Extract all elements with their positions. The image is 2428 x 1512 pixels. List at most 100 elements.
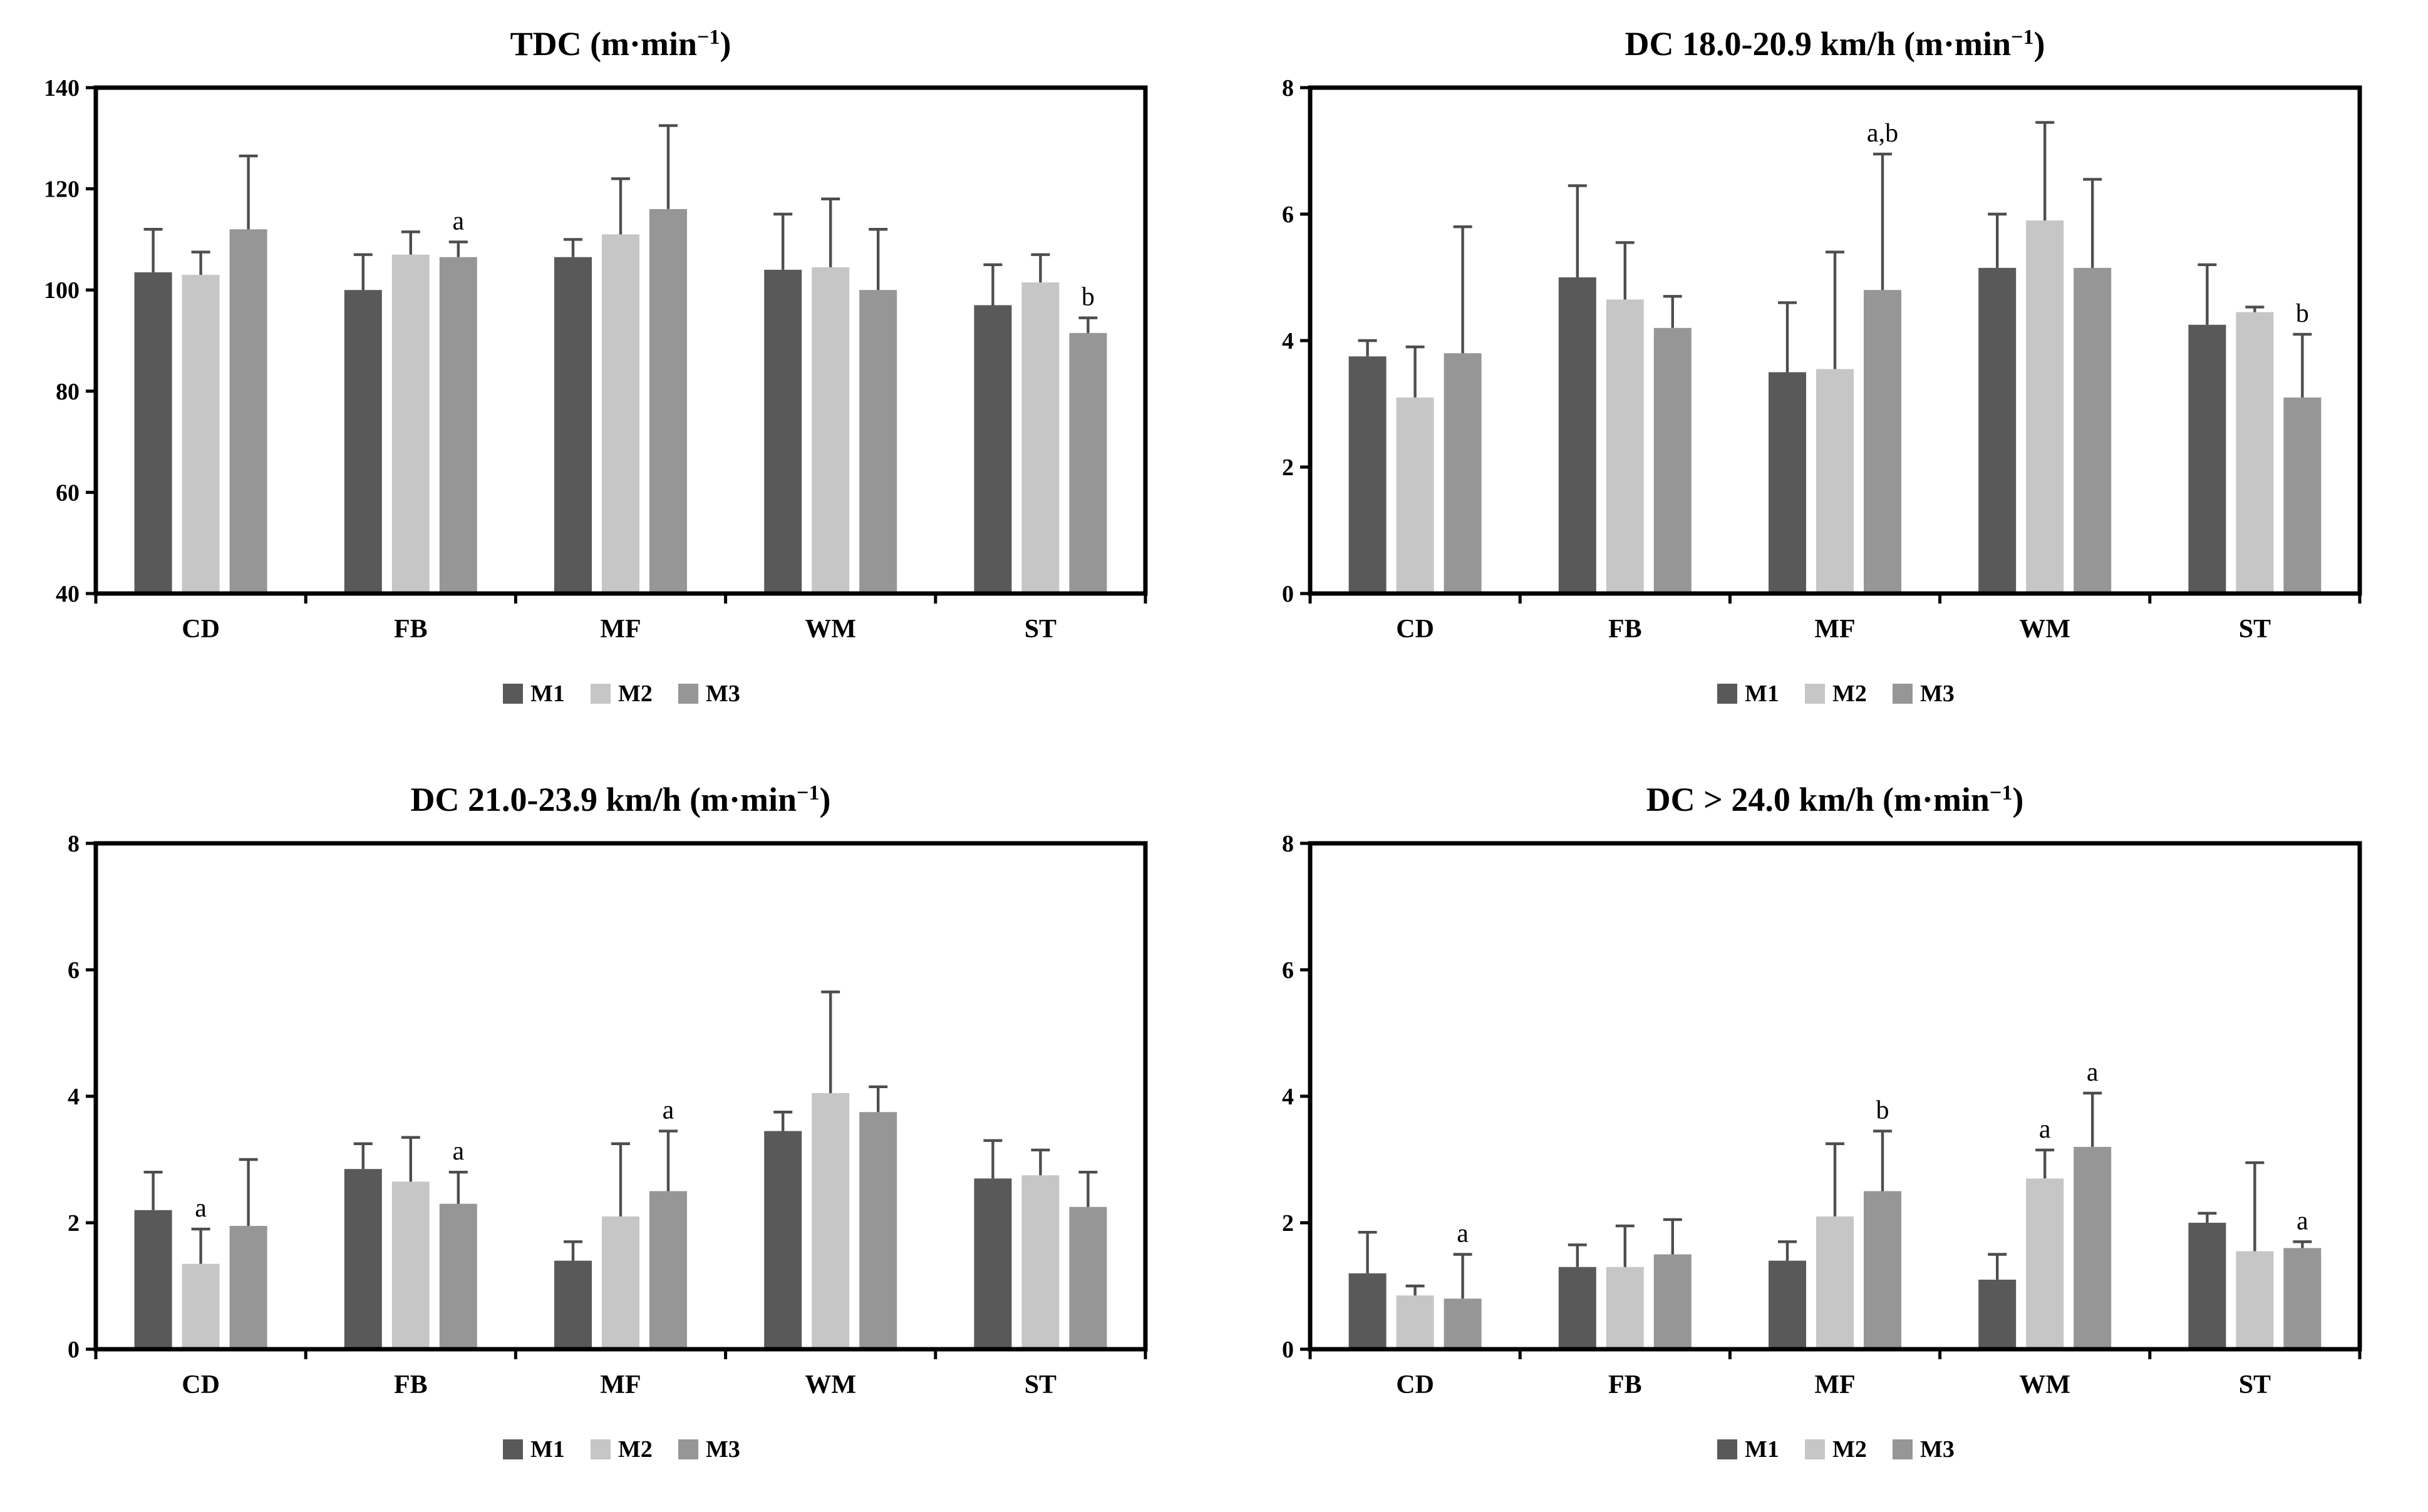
error-bar-MF-M3 [1873, 152, 1892, 291]
error-bar-WM-M1 [773, 212, 793, 270]
error-bar-CD-M1 [143, 1171, 163, 1210]
legend-label-M3: M3 [706, 1436, 740, 1463]
error-bar-WM-M3 [2082, 1091, 2102, 1147]
legend-label-M2: M2 [618, 681, 653, 707]
error-bar-FB-M1 [1568, 184, 1587, 277]
y-tick-label: 0 [1282, 581, 1294, 607]
x-category-label-MF: MF [1814, 1371, 1855, 1399]
error-bar-ST-M3 [2292, 1240, 2312, 1248]
chart-panel-dc-21-23: DC 21.0-23.9 km/h (m·min−1) a CD a FB a MF WM ST… [0, 756, 1214, 1512]
legend-label-M1: M1 [530, 681, 565, 707]
bar-ST-M3 [2283, 1248, 2321, 1349]
chart-panel-tdc: TDC (m·min−1) CD a FB MF WM b ST 40 60 80 100 120 140… [0, 0, 1214, 756]
error-bar-MF-M1 [564, 238, 582, 257]
bar-MF-M2 [602, 234, 639, 594]
error-bar-FB-M3 [1663, 295, 1682, 328]
bar-FB-M3 [439, 257, 477, 594]
bar-ST-M2 [2235, 1251, 2273, 1349]
error-bar-FB-M2 [401, 1136, 420, 1182]
x-category-label-CD: CD [1396, 1371, 1434, 1399]
bar-FB-M2 [1606, 1267, 1644, 1349]
bar-CD-M3 [1444, 353, 1482, 594]
error-bar-WM-M2 [2035, 1148, 2054, 1179]
legend: M1 M2 M3 [1717, 1436, 1954, 1463]
chart-title: TDC (m·min−1) [510, 25, 731, 63]
bar-FB-M2 [1606, 299, 1644, 594]
error-bar-CD-M3 [239, 1158, 258, 1227]
significance-letter: a [452, 207, 464, 235]
x-category-label-CD: CD [1396, 615, 1434, 644]
x-category-label-WM: WM [2019, 1371, 2070, 1399]
legend-swatch-M2 [591, 1439, 611, 1459]
error-bar-WM-M2 [821, 197, 840, 267]
error-bar-WM-M3 [2082, 178, 2102, 268]
significance-letter: a [195, 1194, 207, 1223]
error-bar-MF-M2 [1825, 1142, 1844, 1216]
chart-panel-dc-24: DC > 24.0 km/h (m·min−1) a CD FB b MF a a WM a ST 0… [1214, 756, 2428, 1512]
legend-label-M3: M3 [706, 681, 740, 707]
error-bar-CD-M2 [191, 250, 210, 275]
error-bar-CD-M3 [1453, 1253, 1472, 1299]
x-category-label-WM: WM [2019, 615, 2070, 644]
bar-FB-M1 [344, 290, 382, 594]
x-category-label-ST: ST [1025, 1371, 1056, 1399]
y-tick-label: 8 [1282, 75, 1294, 101]
legend-swatch-M2 [591, 684, 611, 704]
significance-letter: a [663, 1096, 674, 1125]
legend-swatch-M3 [1892, 684, 1913, 704]
significance-letter: a [2086, 1058, 2098, 1087]
error-bar-FB-M3 [1663, 1218, 1682, 1255]
error-bar-CD-M1 [143, 228, 163, 272]
y-tick-label: 6 [1282, 202, 1294, 228]
plot-area-border [93, 85, 1148, 596]
significance-letter: a [2038, 1115, 2050, 1144]
error-bar-CD-M3 [239, 154, 258, 230]
bar-CD-M2 [182, 1263, 220, 1349]
error-bar-FB-M3 [448, 1171, 468, 1204]
error-bar-CD-M2 [191, 1227, 210, 1264]
bar-MF-M3 [649, 1191, 687, 1349]
legend-swatch-M2 [1804, 684, 1825, 704]
legend-swatch-M1 [1717, 1439, 1737, 1459]
bar-CD-M3 [229, 229, 267, 594]
error-bar-MF-M2 [611, 177, 630, 235]
bar-CD-M3 [229, 1226, 267, 1349]
error-bar-WM-M3 [869, 1085, 888, 1113]
error-bar-ST-M1 [2197, 263, 2216, 325]
x-category-label-CD: CD [182, 615, 220, 644]
legend-swatch-M1 [1717, 684, 1737, 704]
legend-swatch-M3 [1892, 1439, 1913, 1459]
bar-CD-M2 [1396, 1295, 1434, 1349]
chart-tdc: TDC (m·min−1) CD a FB MF WM b ST 40 60 80 100 120 140… [44, 25, 1148, 707]
x-category-label-ST: ST [1025, 615, 1056, 644]
y-tick-label: 4 [1282, 328, 1294, 354]
error-bar-CD-M2 [1405, 345, 1425, 398]
legend: M1 M2 M3 [503, 681, 740, 707]
bar-MF-M1 [1768, 1260, 1806, 1349]
y-tick-label: 4 [1282, 1084, 1294, 1110]
x-category-label-FB: FB [1608, 1371, 1641, 1399]
y-tick-label: 6 [68, 957, 80, 984]
bar-MF-M2 [1816, 369, 1854, 594]
bar-CD-M1 [134, 272, 172, 594]
bar-ST-M3 [1069, 332, 1107, 594]
bar-MF-M1 [1768, 372, 1806, 594]
bar-CD-M2 [182, 274, 220, 594]
chart-title: DC 18.0-20.9 km/h (m·min−1) [1625, 25, 2045, 63]
significance-letter: a,b [1866, 119, 1898, 148]
bar-ST-M1 [2188, 324, 2226, 594]
x-category-label-WM: WM [805, 615, 856, 644]
legend-label-M3: M3 [1920, 681, 1955, 707]
x-category-label-ST: ST [2238, 1371, 2270, 1399]
x-category-label-WM: WM [805, 1371, 856, 1399]
bar-FB-M3 [1653, 1254, 1692, 1349]
x-category-label-FB: FB [394, 1371, 428, 1399]
x-category-label-FB: FB [1608, 615, 1641, 644]
legend-swatch-M1 [503, 684, 523, 704]
y-tick-label: 6 [1282, 957, 1294, 984]
legend: M1 M2 M3 [503, 1436, 740, 1463]
y-tick-label: 2 [1282, 1210, 1294, 1237]
y-tick-label: 2 [1282, 455, 1294, 481]
bar-WM-M3 [2073, 1146, 2111, 1349]
bar-ST-M1 [974, 305, 1012, 594]
